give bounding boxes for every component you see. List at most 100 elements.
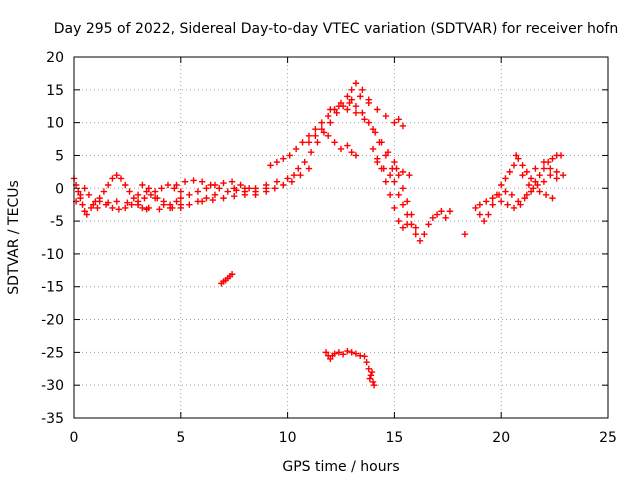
data-point — [523, 191, 531, 199]
data-point — [399, 201, 407, 208]
data-point — [81, 185, 88, 192]
data-point — [307, 148, 315, 156]
data-point — [404, 198, 411, 205]
data-point — [337, 145, 345, 153]
data-point — [156, 206, 163, 213]
data-point — [369, 145, 377, 153]
data-point — [348, 86, 355, 94]
data-point — [461, 231, 469, 238]
data-point — [446, 208, 454, 215]
data-point — [267, 162, 274, 169]
data-point — [186, 201, 193, 208]
data-point — [369, 126, 377, 133]
data-point — [90, 201, 97, 208]
x-tick-label: 15 — [385, 430, 403, 446]
data-point — [75, 188, 82, 195]
data-point — [292, 145, 300, 153]
data-point — [224, 188, 231, 195]
data-point — [510, 204, 518, 212]
data-point — [81, 208, 88, 215]
data-point — [220, 179, 227, 187]
data-point — [87, 204, 95, 212]
data-point — [305, 165, 313, 172]
data-point — [512, 152, 520, 159]
data-point — [498, 198, 505, 205]
data-point — [370, 381, 378, 389]
data-point — [299, 139, 306, 146]
data-point — [288, 178, 296, 185]
data-point — [109, 175, 116, 182]
data-point — [386, 191, 394, 199]
data-point — [391, 158, 398, 166]
data-point — [363, 359, 370, 366]
data-point — [312, 132, 319, 139]
data-point — [527, 188, 535, 195]
data-point — [429, 214, 437, 222]
data-point — [228, 271, 236, 278]
data-point — [489, 194, 496, 202]
data-point — [521, 194, 528, 202]
data-point — [164, 181, 172, 189]
y-tick-label: 15 — [46, 83, 64, 99]
data-point — [271, 185, 278, 192]
data-point — [498, 181, 505, 189]
data-point — [113, 171, 120, 179]
data-point — [393, 165, 400, 172]
data-point — [286, 152, 293, 159]
data-point — [79, 201, 86, 208]
data-point — [100, 188, 108, 195]
data-point — [320, 129, 328, 136]
data-point — [241, 188, 249, 195]
data-point — [536, 188, 543, 195]
data-point — [395, 171, 402, 179]
data-point — [203, 194, 210, 202]
data-point — [536, 171, 543, 179]
data-point — [404, 211, 411, 218]
data-point — [483, 198, 490, 205]
data-point — [532, 165, 539, 172]
data-point — [399, 168, 407, 176]
data-point — [96, 198, 103, 205]
data-point — [476, 201, 484, 208]
data-point — [134, 201, 142, 208]
data-point — [472, 204, 479, 212]
data-point — [391, 204, 398, 212]
y-tick-label: -25 — [41, 345, 64, 361]
data-point — [359, 86, 366, 94]
data-point — [297, 171, 304, 179]
data-point — [395, 191, 402, 199]
data-point — [220, 194, 227, 202]
data-point — [273, 178, 281, 185]
data-point — [186, 191, 193, 199]
y-tick-label: 0 — [55, 181, 64, 197]
data-point — [134, 191, 142, 199]
data-point — [519, 171, 526, 179]
data-point — [160, 201, 167, 208]
data-point — [399, 185, 407, 192]
data-point — [416, 237, 424, 244]
data-point — [559, 171, 567, 179]
y-tick-label: -20 — [41, 313, 64, 329]
data-point — [442, 214, 449, 222]
data-point — [104, 181, 112, 189]
data-point — [515, 155, 522, 162]
data-point — [547, 165, 554, 172]
data-point — [335, 349, 343, 356]
data-point — [122, 181, 129, 189]
data-point — [506, 168, 513, 176]
data-point — [228, 178, 236, 185]
y-tick-label: -5 — [50, 214, 64, 230]
y-tick-label: -15 — [41, 280, 64, 296]
data-point — [211, 191, 219, 199]
data-point — [369, 378, 377, 386]
data-point — [263, 181, 270, 189]
data-point — [344, 106, 351, 113]
data-point — [540, 165, 548, 172]
y-tick-label: 20 — [46, 50, 64, 66]
data-point — [404, 221, 411, 228]
data-point — [331, 139, 338, 146]
data-point — [104, 199, 112, 206]
data-point — [348, 148, 355, 156]
data-point — [280, 181, 287, 189]
data-point — [145, 204, 152, 212]
